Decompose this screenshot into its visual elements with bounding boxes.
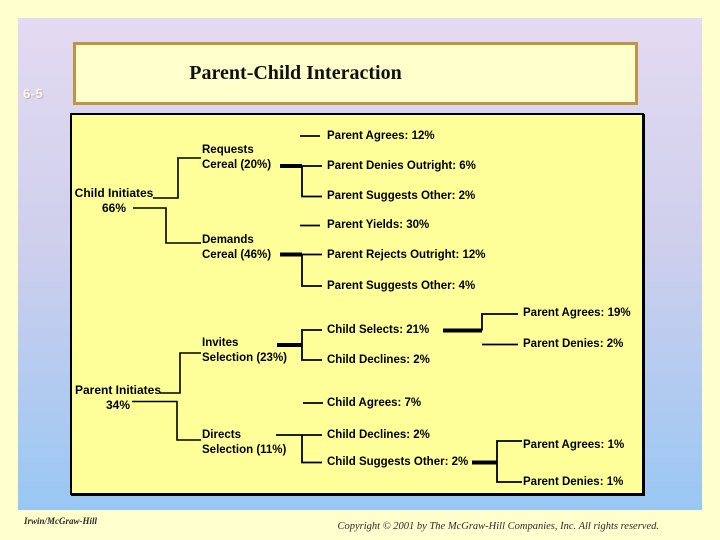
node-child-initiates-label: Child Initiates <box>74 186 154 200</box>
leaf-parent-denies-outright-6: Parent Denies Outright: 6% <box>327 160 476 172</box>
leaf-child-selects-21: Child Selects: 21% <box>327 324 430 336</box>
footer-publisher: Irwin/McGraw-Hill <box>24 516 98 526</box>
title-box: Parent-Child Interaction <box>73 42 638 105</box>
tree-diagram-panel: Child Initiates 66% Parent Initiates 34%… <box>70 113 644 495</box>
leaf-parent-agrees-1: Parent Agrees: 1% <box>523 439 625 451</box>
node-child-initiates-pct: 66% <box>101 201 127 215</box>
node-parent-initiates-label: Parent Initiates <box>75 383 162 397</box>
leaf-child-agrees-7: Child Agrees: 7% <box>327 397 422 409</box>
node-invites-line2: Selection (23%) <box>202 352 287 364</box>
slide-title: Parent-Child Interaction <box>189 62 402 84</box>
node-demands-line2: Cereal (46%) <box>202 249 272 261</box>
node-requests-line2: Cereal (20%) <box>202 159 272 171</box>
leaf-child-suggests-other-2: Child Suggests Other: 2% <box>327 456 469 468</box>
node-directs-line2: Selection (11%) <box>202 444 287 456</box>
level1-elbow-lines <box>132 157 201 441</box>
node-directs-selection: Directs Selection (11%) <box>202 428 286 458</box>
node-invites-selection: Invites Selection (23%) <box>202 336 287 366</box>
leaf-child-declines-2a: Child Declines: 2% <box>327 354 430 366</box>
leaf-parent-agrees-12: Parent Agrees: 12% <box>327 130 435 142</box>
leaf-child-declines-2b: Child Declines: 2% <box>327 429 430 441</box>
leaf-parent-denies-2: Parent Denies: 2% <box>523 338 624 350</box>
leaf-parent-rejects-outright-12: Parent Rejects Outright: 12% <box>327 249 486 261</box>
tree-connectors <box>132 135 522 483</box>
footer-copyright: Copyright © 2001 by The McGraw-Hill Comp… <box>337 521 660 532</box>
junction-stub-lines <box>277 164 497 465</box>
node-requests-line1: Requests <box>202 144 254 156</box>
leaf-bracket-lines <box>276 135 522 483</box>
node-demands-line1: Demands <box>202 234 254 246</box>
leaf-parent-suggests-other-4: Parent Suggests Other: 4% <box>327 280 476 292</box>
node-directs-line1: Directs <box>202 429 241 441</box>
slide-number: 6-5 <box>23 86 44 101</box>
node-child-initiates: Child Initiates 66% <box>73 186 155 216</box>
leaf-parent-suggests-other-2: Parent Suggests Other: 2% <box>327 190 476 202</box>
node-requests-cereal: Requests Cereal (20%) <box>202 143 271 173</box>
node-invites-line1: Invites <box>202 337 239 349</box>
leaf-parent-denies-1: Parent Denies: 1% <box>523 476 624 488</box>
leaf-parent-agrees-19: Parent Agrees: 19% <box>523 307 631 319</box>
node-demands-cereal: Demands Cereal (46%) <box>202 233 271 263</box>
leaf-parent-yields-30: Parent Yields: 30% <box>327 219 430 231</box>
node-parent-initiates: Parent Initiates 34% <box>75 383 161 413</box>
node-parent-initiates-pct: 34% <box>105 398 131 412</box>
